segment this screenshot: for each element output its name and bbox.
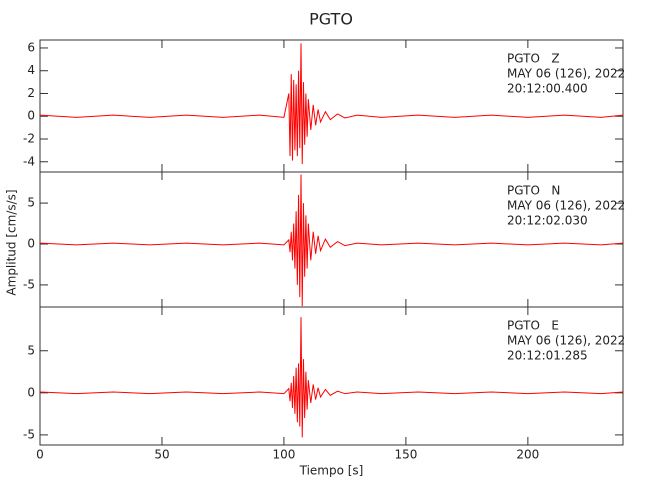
y-axis-label: Amplitud [cm/s/s]	[5, 189, 19, 295]
y-tick-label: -4	[23, 154, 35, 168]
y-tick-label: 2	[27, 86, 35, 100]
annotation: 20:12:01.285	[507, 349, 588, 363]
annotation: 20:12:00.400	[507, 82, 588, 96]
trace	[39, 317, 624, 438]
panel-frame	[39, 306, 624, 446]
annotation: PGTO E	[507, 319, 559, 333]
y-tick-label: 0	[27, 237, 35, 251]
x-tick-label: 100	[272, 448, 295, 462]
annotation: MAY 06 (126), 2022	[507, 334, 625, 348]
x-axis-label: Tiempo [s]	[299, 464, 364, 478]
y-tick-label: 6	[27, 40, 35, 54]
y-tick-label: 0	[27, 109, 35, 123]
y-tick-label: 5	[27, 343, 35, 357]
x-tick-label: 0	[36, 448, 44, 462]
annotation: MAY 06 (126), 2022	[507, 199, 625, 213]
x-tick-label: 150	[394, 448, 417, 462]
chart-title: PGTO	[309, 10, 353, 29]
annotation: PGTO N	[507, 184, 560, 198]
y-tick-label: -5	[23, 427, 35, 441]
annotation: MAY 06 (126), 2022	[507, 67, 625, 81]
annotation: PGTO Z	[507, 52, 560, 66]
y-tick-label: 0	[27, 385, 35, 399]
y-tick-label: 4	[27, 63, 35, 77]
annotation: 20:12:02.030	[507, 214, 588, 228]
trace	[39, 43, 624, 165]
x-tick-label: 50	[154, 448, 169, 462]
trace	[39, 174, 624, 307]
x-tick-label: 200	[516, 448, 539, 462]
y-tick-label: -2	[23, 132, 35, 146]
y-tick-label: 5	[27, 196, 35, 210]
y-tick-label: -5	[23, 277, 35, 291]
